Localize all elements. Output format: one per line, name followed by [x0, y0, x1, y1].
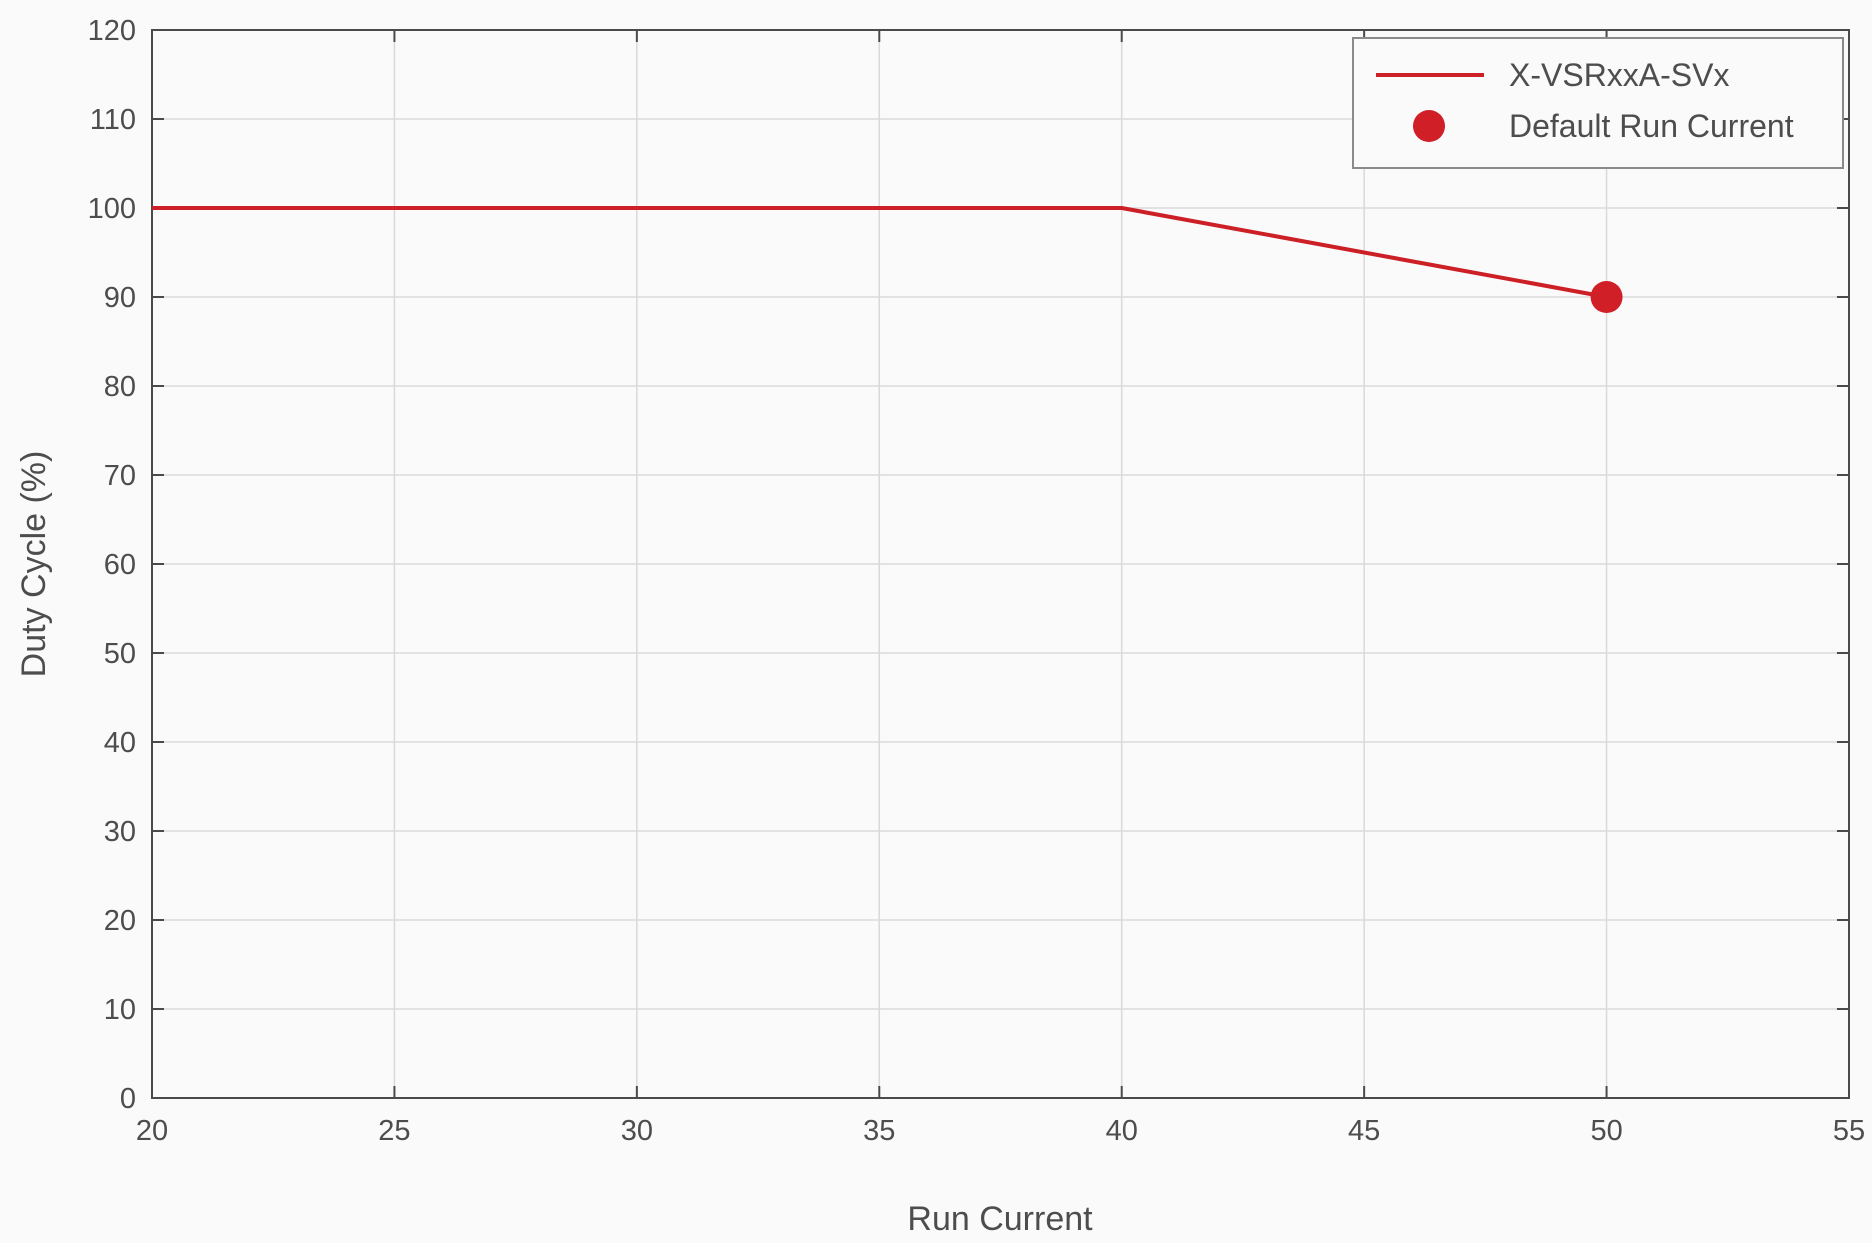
y-tick-label: 10: [104, 994, 136, 1026]
axis-ticks: 20 25 30 35 40 45 50 55 0 10 20 30 40 50 60 70 80 90 100 11…: [88, 15, 1866, 1147]
y-tick-label: 0: [120, 1083, 136, 1115]
x-tick-label: 45: [1348, 1115, 1380, 1147]
x-tick-label: 20: [136, 1115, 168, 1147]
x-tick-label: 55: [1833, 1115, 1865, 1147]
legend-label-line: X-VSRxxA-SVx: [1509, 57, 1729, 93]
y-tick-label: 50: [104, 638, 136, 670]
y-tick-label: 60: [104, 549, 136, 581]
legend: X-VSRxxA-SVx Default Run Current: [1352, 37, 1844, 169]
series-layer: [152, 206, 1623, 313]
y-tick-label: 120: [88, 15, 136, 47]
y-tick-label: 70: [104, 460, 136, 492]
x-tick-label: 40: [1106, 1115, 1138, 1147]
legend-box: [1352, 37, 1844, 169]
x-tick-label: 35: [863, 1115, 895, 1147]
grid: [152, 30, 1849, 1098]
y-tick-label: 90: [104, 282, 136, 314]
legend-marker-swatch: [1413, 110, 1445, 142]
series-line: [152, 206, 1607, 299]
legend-label-marker: Default Run Current: [1509, 108, 1794, 144]
y-tick-label: 20: [104, 905, 136, 937]
y-tick-label: 80: [104, 371, 136, 403]
x-axis-label: Run Current: [907, 1200, 1093, 1238]
x-tick-label: 25: [378, 1115, 410, 1147]
data-point-marker: [1590, 281, 1623, 313]
x-tick-label: 50: [1590, 1115, 1622, 1147]
y-tick-label: 110: [90, 104, 136, 136]
y-axis-label: Duty Cycle (%): [15, 451, 53, 678]
y-tick-label: 100: [88, 193, 136, 225]
y-tick-label: 40: [104, 727, 136, 759]
y-tick-label: 30: [104, 816, 136, 848]
x-tick-label: 30: [621, 1115, 653, 1147]
